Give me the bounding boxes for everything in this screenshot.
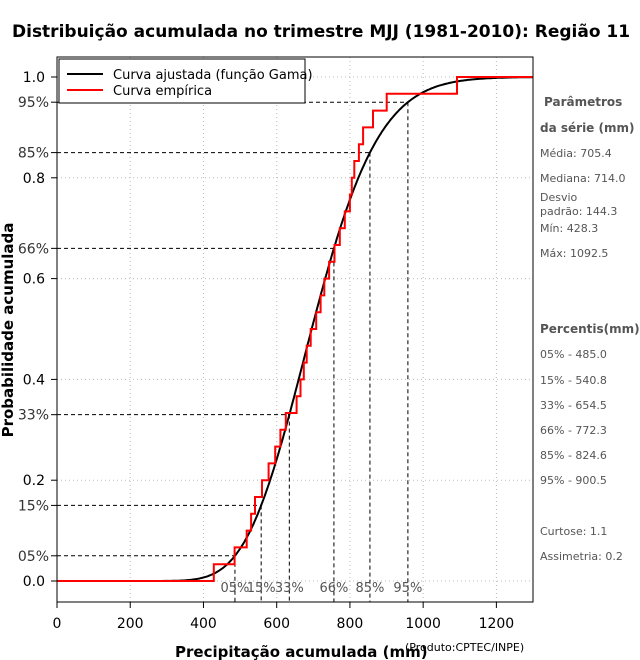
stat-mediana: Mediana: 714.0: [540, 172, 625, 185]
side-panel: Parâmetros da série (mm) Média: 705.4 Me…: [540, 95, 640, 563]
y-tick-label-0.4: 0.4: [23, 372, 45, 388]
x-pct-label-15%: 15%: [247, 581, 276, 596]
legend: Curva ajustada (função Gama) Curva empír…: [58, 58, 313, 104]
percentis-heading: Percentis(mm): [540, 322, 640, 336]
legend-fitted-label: Curva ajustada (função Gama): [113, 68, 313, 83]
percentil-95: 95% - 900.5: [540, 474, 607, 487]
percentil-33: 33% - 654.5: [540, 399, 607, 412]
percentile-x-labels: 05%15% 33% 66% 85% 95%: [220, 581, 422, 596]
y-pct-tick-label-15%: 15%: [18, 498, 49, 514]
y-tick-label-0.6: 0.6: [23, 272, 45, 288]
y-axis-title: Probabilidade acumulada: [0, 223, 17, 438]
x-axis-title: Precipitação acumulada (mm): [175, 643, 428, 660]
curves: [57, 76, 533, 582]
stat-desvio-1: Desvio: [540, 191, 578, 204]
stat-assimetria: Assimetria: 0.2: [540, 550, 623, 563]
y-pct-tick-label-05%: 05%: [18, 549, 49, 565]
x-tick-label-200: 200: [117, 616, 144, 632]
x-tick-label-1200: 1200: [479, 616, 515, 632]
stat-max: Máx: 1092.5: [540, 247, 608, 260]
stat-desvio-2: padrão: 144.3: [540, 205, 617, 218]
x-pct-label-66%: 66%: [319, 581, 348, 596]
grid: [56, 57, 533, 602]
y-pct-tick-label-85%: 85%: [18, 146, 49, 162]
x-tick-label-800: 800: [337, 616, 364, 632]
legend-empirical-label: Curva empírica: [113, 84, 212, 99]
x-pct-label-95%: 95%: [393, 581, 422, 596]
chart-title: Distribuição acumulada no trimestre MJJ …: [12, 22, 630, 42]
y-pct-tick-label-33%: 33%: [18, 408, 49, 424]
x-tick-label-400: 400: [190, 616, 217, 632]
stat-min: Mín: 428.3: [540, 222, 598, 235]
params-heading-1: Parâmetros: [544, 95, 622, 109]
percentil-66: 66% - 772.3: [540, 424, 607, 437]
x-pct-label-85%: 85%: [355, 581, 384, 596]
y-axis-ticks: 0.0 0.2 0.4 0.6 0.8 1.0 05% 15% 33% 66% 85% 95%: [18, 70, 57, 590]
stat-media: Média: 705.4: [540, 147, 612, 160]
y-pct-tick-label-95%: 95%: [18, 95, 49, 111]
x-pct-label-33%: 33%: [275, 581, 304, 596]
percentil-05: 05% - 485.0: [540, 348, 607, 361]
percentil-85: 85% - 824.6: [540, 449, 607, 462]
x-tick-label-0: 0: [53, 616, 62, 632]
empirical-step-curve: [57, 76, 533, 582]
x-pct-label-05%: 05%: [220, 581, 249, 596]
x-axis-ticks: 0 200 400 600 800 1000 1200: [53, 602, 515, 632]
credit: (Produto:CPTEC/INPE): [405, 641, 524, 654]
stat-curtose: Curtose: 1.1: [540, 525, 607, 538]
y-tick-label-0.8: 0.8: [23, 171, 45, 187]
plot-frame: [56, 56, 534, 603]
y-tick-label-0.2: 0.2: [23, 473, 45, 489]
legend-box: [58, 58, 306, 104]
y-tick-label-0.0: 0.0: [23, 574, 45, 590]
params-heading-2: da série (mm): [540, 121, 634, 135]
y-pct-tick-label-66%: 66%: [18, 241, 49, 257]
percentil-15: 15% - 540.8: [540, 374, 607, 387]
y-tick-label-1.0: 1.0: [23, 70, 45, 86]
x-tick-label-600: 600: [263, 616, 290, 632]
x-tick-label-1000: 1000: [405, 616, 441, 632]
